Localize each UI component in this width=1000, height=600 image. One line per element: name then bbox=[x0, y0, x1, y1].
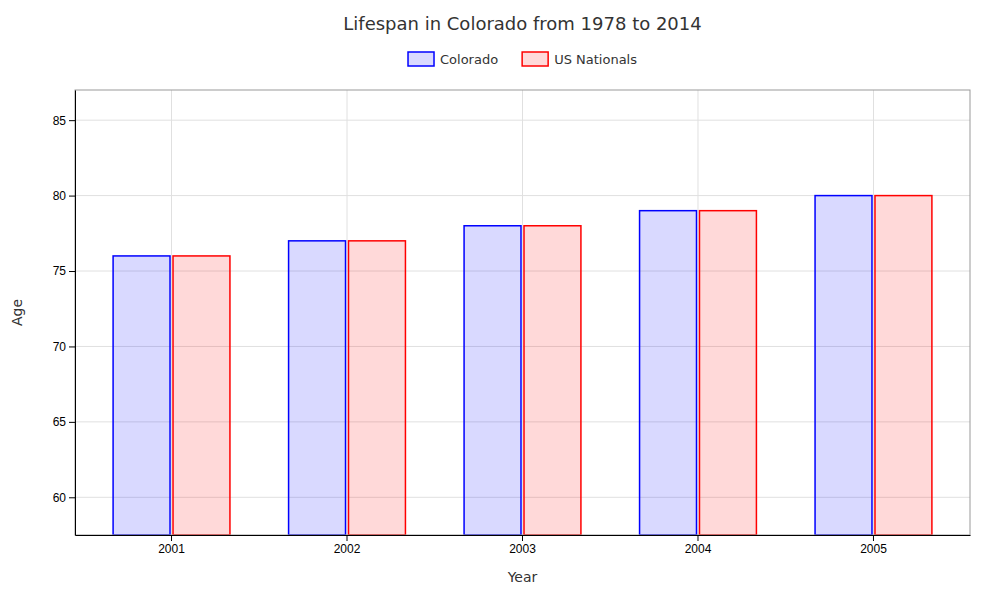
x-axis: 2001 2002 2003 2004 2005 bbox=[76, 535, 971, 556]
plot-frame bbox=[75, 90, 970, 535]
tick-mark bbox=[171, 535, 172, 541]
tick: 65 bbox=[53, 415, 75, 429]
bar bbox=[464, 226, 521, 535]
tick: 2001 bbox=[158, 535, 185, 556]
tick: 2003 bbox=[509, 535, 536, 556]
bars bbox=[113, 196, 932, 535]
bar-series bbox=[113, 196, 872, 535]
tick-label: 60 bbox=[53, 491, 67, 505]
tick: 85 bbox=[53, 114, 75, 128]
bar bbox=[349, 241, 406, 535]
tick-label: 70 bbox=[53, 340, 67, 354]
bar bbox=[875, 196, 932, 535]
plot-area: 2001 2002 2003 2004 2005 60 65 70 75 80 85 bbox=[53, 90, 971, 556]
grid-line bbox=[873, 90, 874, 535]
tick-label: 2003 bbox=[509, 542, 536, 556]
tick: 2002 bbox=[334, 535, 361, 556]
grid bbox=[75, 90, 970, 535]
tick: 60 bbox=[53, 491, 75, 505]
tick-label: 85 bbox=[53, 114, 67, 128]
y-axis: 60 65 70 75 80 85 bbox=[53, 91, 76, 536]
legend-swatch bbox=[522, 52, 548, 66]
tick-mark bbox=[69, 120, 75, 121]
tick: 2005 bbox=[860, 535, 887, 556]
chart: 2001 2002 2003 2004 2005 60 65 70 75 80 85 Year Age L… bbox=[0, 0, 1000, 600]
legend-label: US Nationals bbox=[554, 52, 637, 67]
bar bbox=[815, 196, 872, 535]
tick-mark bbox=[69, 422, 75, 423]
tick-mark bbox=[69, 271, 75, 272]
tick: 80 bbox=[53, 189, 75, 203]
tick-label: 2005 bbox=[860, 542, 887, 556]
legend-item: US Nationals bbox=[522, 52, 637, 67]
tick: 2004 bbox=[685, 535, 712, 556]
title: Lifespan in Colorado from 1978 to 2014 bbox=[343, 13, 701, 34]
tick-mark bbox=[697, 535, 698, 541]
bar bbox=[173, 256, 230, 535]
y-axis-title: Age bbox=[9, 299, 25, 326]
legend-swatch bbox=[408, 52, 434, 66]
bar bbox=[699, 211, 756, 535]
bar bbox=[524, 226, 581, 535]
grid-line bbox=[697, 90, 698, 535]
tick-label: 65 bbox=[53, 415, 67, 429]
grid-line bbox=[347, 90, 348, 535]
tick-mark bbox=[69, 497, 75, 498]
tick-label: 75 bbox=[53, 264, 67, 278]
grid-line bbox=[522, 90, 523, 535]
bar bbox=[113, 256, 170, 535]
tick-mark bbox=[522, 535, 523, 541]
tick-mark bbox=[69, 196, 75, 197]
tick: 75 bbox=[53, 264, 75, 278]
legend: Colorado US Nationals bbox=[408, 52, 637, 67]
bar bbox=[289, 241, 346, 535]
tick-label: 80 bbox=[53, 189, 67, 203]
tick-label: 2001 bbox=[158, 542, 185, 556]
tick-mark bbox=[873, 535, 874, 541]
grid-line bbox=[171, 90, 172, 535]
axis-line bbox=[75, 91, 76, 536]
legend-item: Colorado bbox=[408, 52, 498, 67]
tick-label: 2004 bbox=[685, 542, 712, 556]
tick-mark bbox=[69, 346, 75, 347]
bar-series bbox=[173, 196, 932, 535]
tick: 70 bbox=[53, 340, 75, 354]
x-axis-title: Year bbox=[507, 569, 538, 585]
tick-mark bbox=[347, 535, 348, 541]
tick-label: 2002 bbox=[334, 542, 361, 556]
legend-label: Colorado bbox=[440, 52, 498, 67]
bar bbox=[640, 211, 697, 535]
